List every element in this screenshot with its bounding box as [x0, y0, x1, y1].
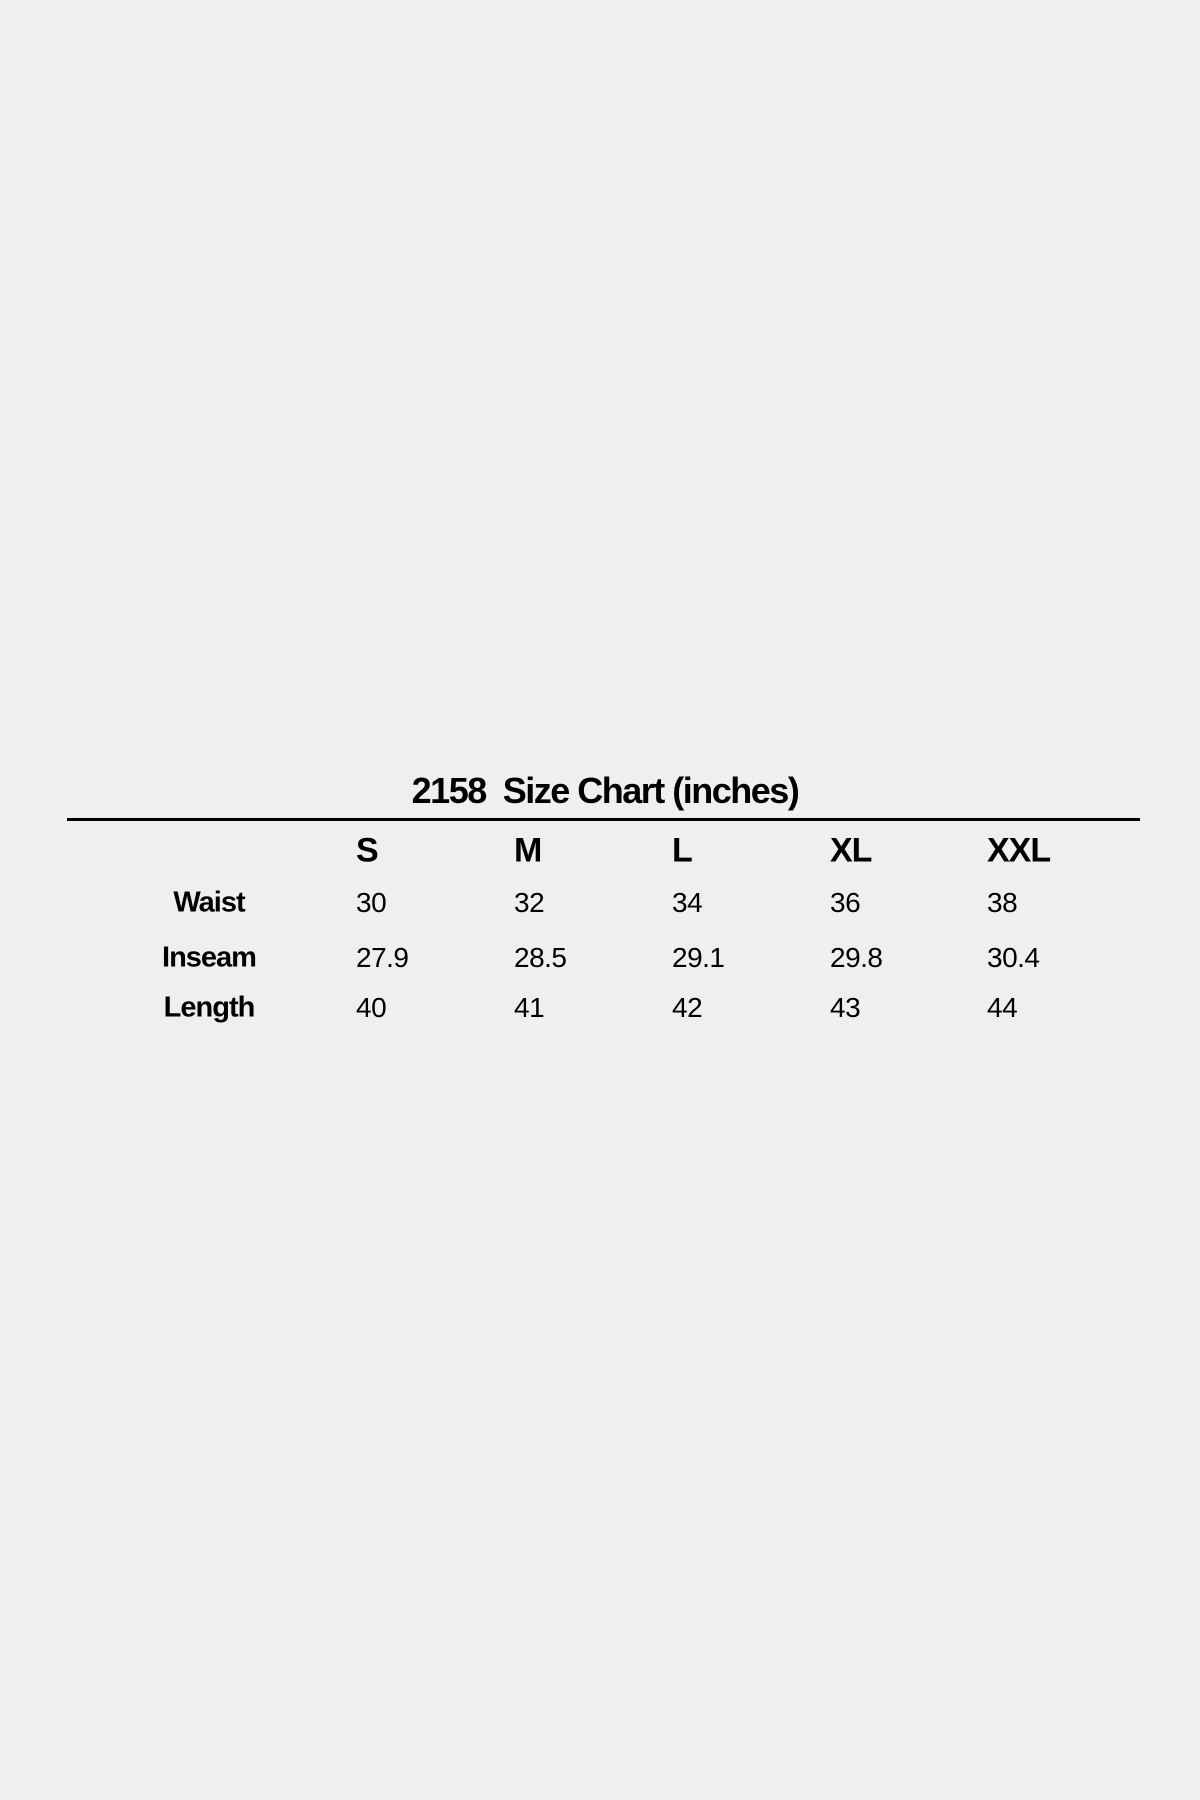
- table-cell: 30.4: [987, 942, 1040, 973]
- size-header-m: M: [514, 831, 542, 870]
- row-label-length: Length: [163, 991, 256, 1024]
- table-cell: 29.8: [830, 942, 883, 973]
- row-label-waist: Waist: [173, 886, 245, 919]
- size-header-s: S: [356, 831, 379, 870]
- table-cell: 38: [987, 887, 1018, 918]
- table-cell: 40: [356, 992, 387, 1023]
- table-cell: 27.9: [356, 942, 409, 973]
- row-label-inseam: Inseam: [162, 941, 257, 974]
- table-cell: 36: [830, 887, 861, 918]
- table-cell: 41: [514, 992, 545, 1023]
- table-cell: 32: [514, 887, 545, 918]
- size-header-xl: XL: [830, 831, 872, 870]
- table-cell: 44: [987, 992, 1018, 1023]
- table-cell: 30: [356, 887, 387, 918]
- table-cell: 42: [672, 992, 703, 1023]
- size-chart-title: 2158 Size Chart (inches): [411, 770, 800, 811]
- table-cell: 34: [672, 887, 703, 918]
- table-cell: 43: [830, 992, 861, 1023]
- size-header-l: L: [672, 831, 693, 870]
- table-cell: 28.5: [514, 942, 567, 973]
- table-cell: 29.1: [672, 942, 725, 973]
- size-header-xxl: XXL: [987, 831, 1051, 870]
- title-divider: [67, 818, 1140, 821]
